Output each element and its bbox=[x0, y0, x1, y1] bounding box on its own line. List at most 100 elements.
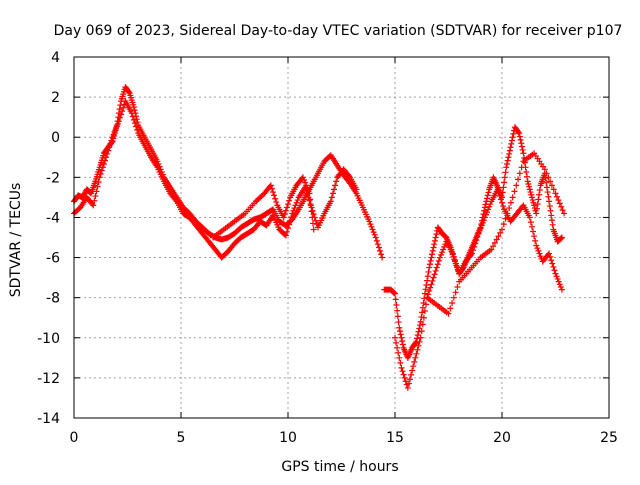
data-point bbox=[546, 203, 553, 210]
data-point bbox=[478, 222, 485, 229]
data-point bbox=[287, 217, 294, 224]
data-point bbox=[271, 192, 278, 199]
data-point bbox=[408, 371, 415, 378]
series-6 bbox=[424, 150, 568, 317]
data-point bbox=[476, 227, 483, 234]
data-point bbox=[497, 229, 504, 236]
data-point bbox=[527, 219, 534, 226]
data-point bbox=[417, 334, 424, 341]
data-point bbox=[481, 204, 488, 211]
data-point bbox=[499, 226, 505, 233]
data-point bbox=[307, 202, 314, 209]
data-point bbox=[100, 160, 107, 167]
data-point bbox=[534, 245, 541, 252]
data-point bbox=[372, 234, 379, 241]
data-point bbox=[90, 202, 97, 209]
data-point bbox=[523, 173, 530, 180]
data-point bbox=[394, 344, 401, 351]
data-point bbox=[556, 281, 563, 288]
data-point bbox=[471, 243, 478, 250]
data-point bbox=[404, 384, 411, 391]
data-point bbox=[452, 260, 459, 267]
data-point bbox=[117, 114, 124, 121]
data-point bbox=[547, 253, 554, 260]
data-point bbox=[495, 233, 502, 240]
data-point bbox=[133, 116, 140, 123]
data-point bbox=[555, 278, 562, 285]
data-point bbox=[394, 313, 401, 320]
data-point bbox=[495, 189, 502, 196]
data-point bbox=[99, 164, 106, 171]
data-point bbox=[399, 368, 406, 375]
data-point bbox=[532, 237, 539, 244]
data-point bbox=[552, 270, 559, 277]
data-point bbox=[328, 194, 335, 201]
data-point bbox=[415, 342, 422, 349]
data-point bbox=[400, 371, 407, 378]
x-tick-label: 5 bbox=[177, 430, 186, 446]
data-point bbox=[525, 181, 532, 188]
data-point bbox=[414, 346, 421, 353]
y-tick-label: 0 bbox=[51, 130, 60, 146]
data-point bbox=[416, 338, 423, 345]
data-point bbox=[285, 201, 291, 208]
data-point bbox=[454, 263, 461, 270]
data-point bbox=[520, 150, 527, 157]
data-point bbox=[467, 251, 474, 258]
data-point bbox=[439, 249, 446, 256]
data-point bbox=[391, 289, 398, 296]
data-point bbox=[496, 193, 503, 200]
data-point bbox=[130, 116, 137, 123]
data-point bbox=[533, 210, 540, 217]
data-point bbox=[270, 189, 277, 196]
data-point bbox=[473, 237, 480, 244]
data-point bbox=[133, 123, 140, 130]
data-point bbox=[134, 126, 141, 133]
data-point bbox=[501, 179, 508, 186]
data-point bbox=[561, 210, 568, 217]
data-point bbox=[301, 177, 308, 184]
data-point bbox=[470, 247, 477, 254]
data-point bbox=[421, 295, 428, 302]
data-point bbox=[392, 296, 399, 303]
data-point bbox=[509, 134, 516, 141]
data-point bbox=[91, 197, 98, 204]
data-point bbox=[414, 332, 421, 339]
data-point bbox=[285, 225, 291, 232]
data-point bbox=[293, 199, 300, 206]
data-point bbox=[477, 225, 484, 232]
data-point bbox=[125, 89, 132, 96]
data-point bbox=[303, 182, 310, 189]
data-point bbox=[515, 176, 522, 183]
data-point bbox=[537, 253, 544, 260]
data-point bbox=[306, 190, 313, 197]
data-point bbox=[415, 328, 422, 335]
data-point bbox=[411, 358, 418, 365]
data-point bbox=[331, 186, 338, 193]
data-point bbox=[494, 186, 501, 193]
data-point bbox=[369, 226, 376, 233]
data-point bbox=[528, 223, 535, 230]
data-point bbox=[394, 307, 401, 314]
data-point bbox=[548, 182, 555, 189]
data-point bbox=[401, 374, 408, 381]
data-point bbox=[432, 234, 439, 241]
data-point bbox=[412, 354, 419, 361]
data-point bbox=[547, 207, 554, 214]
data-point bbox=[117, 102, 124, 109]
data-point bbox=[516, 170, 523, 177]
data-point bbox=[267, 182, 274, 189]
data-point bbox=[475, 230, 482, 237]
data-point bbox=[92, 193, 99, 200]
series-1 bbox=[71, 84, 386, 261]
data-point bbox=[283, 204, 290, 211]
data-point bbox=[420, 314, 427, 321]
data-point bbox=[547, 178, 554, 185]
data-point bbox=[418, 328, 425, 335]
data-point bbox=[450, 253, 457, 260]
data-point bbox=[304, 185, 311, 192]
data-point bbox=[113, 123, 120, 130]
data-point bbox=[107, 140, 114, 147]
y-tick-label: -4 bbox=[46, 210, 60, 226]
